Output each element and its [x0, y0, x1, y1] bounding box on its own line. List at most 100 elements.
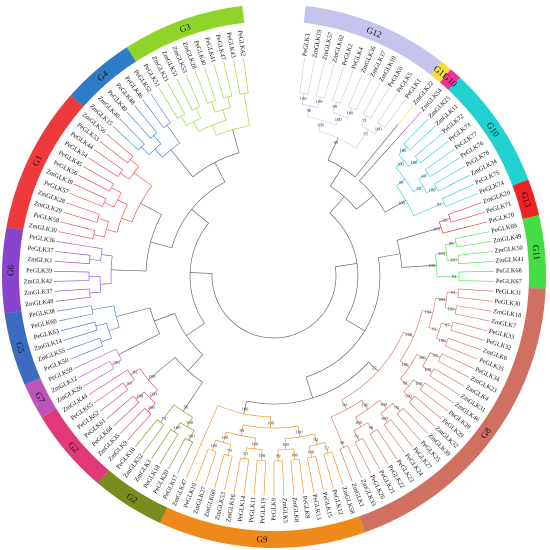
backbone-branch: [214, 162, 226, 183]
branch: [113, 163, 123, 170]
tip-branch: [204, 67, 213, 91]
branch: [101, 337, 112, 343]
leaf-label: ZmGLK8: [291, 497, 300, 523]
branch: [317, 96, 321, 108]
bootstrap-value: 62: [354, 433, 359, 438]
leaf-label: PeGLK11: [248, 497, 257, 523]
bootstrap-value: 87: [445, 322, 450, 327]
branch: [445, 345, 456, 351]
tip-branch: [243, 58, 248, 82]
branch: [293, 448, 296, 460]
tip-branch: [112, 125, 131, 143]
leaf-label: ZmGLK30: [28, 222, 57, 235]
bootstrap-value: 100: [362, 403, 370, 408]
tip-branch: [463, 221, 488, 229]
tip-branch: [63, 333, 87, 341]
branch-arc: [89, 255, 91, 264]
bootstrap-value: 81: [133, 370, 138, 375]
branch-arc: [277, 448, 294, 451]
branch: [400, 378, 410, 387]
branch: [284, 438, 287, 450]
group-arc: [359, 287, 546, 533]
branch: [237, 83, 241, 95]
group-arc: [303, 5, 442, 75]
branch: [426, 187, 437, 194]
branch-arc: [400, 354, 418, 380]
branch: [111, 359, 122, 366]
tip-branch: [359, 451, 371, 474]
branch-arc: [363, 113, 371, 119]
backbone-branch: [345, 319, 365, 332]
tip-branch: [106, 133, 125, 150]
branch: [143, 413, 152, 423]
branch-arc: [226, 431, 256, 439]
tip-branch: [443, 166, 465, 179]
tip-branch: [468, 298, 493, 302]
tip-branch: [468, 251, 493, 255]
tip-branch: [309, 468, 315, 493]
tip-branch: [224, 466, 231, 491]
branch-arc: [240, 457, 249, 460]
bootstrap-value: 44: [421, 173, 426, 178]
branch: [164, 429, 172, 439]
tip-branch: [60, 221, 85, 229]
tip-branch: [88, 157, 109, 171]
branch-arc: [309, 442, 325, 447]
branch-arc: [428, 298, 436, 328]
branch: [223, 431, 227, 443]
bootstrap-value: 100: [210, 443, 218, 448]
branch: [149, 124, 158, 133]
bootstrap-value: 99: [127, 381, 132, 386]
branch: [253, 437, 256, 449]
group-label: G1: [30, 153, 44, 167]
backbone-branch: [243, 400, 247, 414]
tip-branch: [461, 333, 485, 341]
branch: [86, 218, 98, 223]
bootstrap-value: 100: [381, 416, 389, 421]
bootstrap-value: 100: [419, 355, 427, 360]
bootstrap-value: 92: [314, 437, 319, 442]
branch-arc: [215, 107, 231, 113]
branch: [255, 460, 258, 472]
branch: [211, 125, 217, 136]
branch-arc: [150, 132, 158, 139]
bootstrap-value: 100: [335, 117, 343, 122]
branch: [171, 108, 178, 119]
backbone-branch: [190, 272, 213, 274]
tip-branch: [142, 433, 158, 454]
branch: [118, 155, 128, 164]
tip-branch: [55, 251, 80, 255]
tip-branch: [448, 174, 470, 187]
bootstrap-value: 99: [403, 380, 408, 385]
tip-branch: [167, 83, 180, 105]
branch: [347, 445, 353, 456]
backbone-branch: [378, 253, 401, 258]
bootstrap-value: 96: [184, 405, 189, 410]
branch: [323, 454, 328, 465]
backbone-branch: [396, 227, 442, 241]
group-label: G7: [33, 390, 47, 405]
branch-arc: [173, 404, 193, 418]
branch: [246, 81, 249, 93]
tip-branch: [177, 451, 189, 474]
tip-branch: [416, 409, 435, 427]
branch: [419, 389, 429, 397]
branch-arc: [419, 382, 426, 390]
branch: [282, 460, 284, 472]
branch: [187, 442, 193, 453]
backbone-branch: [148, 357, 176, 380]
branch: [89, 337, 100, 343]
group-arc: [522, 215, 547, 289]
backbone-branch: [118, 333, 160, 355]
tip-branch: [223, 61, 230, 86]
branch: [402, 408, 412, 417]
branch-arc: [353, 422, 368, 431]
branch: [124, 395, 134, 404]
branch-arc: [448, 214, 452, 223]
branch-arc: [361, 125, 375, 135]
bootstrap-value: 100: [375, 127, 383, 132]
branch: [361, 115, 368, 126]
branch: [307, 457, 310, 469]
tip-branch: [83, 373, 105, 387]
branch: [429, 375, 440, 383]
